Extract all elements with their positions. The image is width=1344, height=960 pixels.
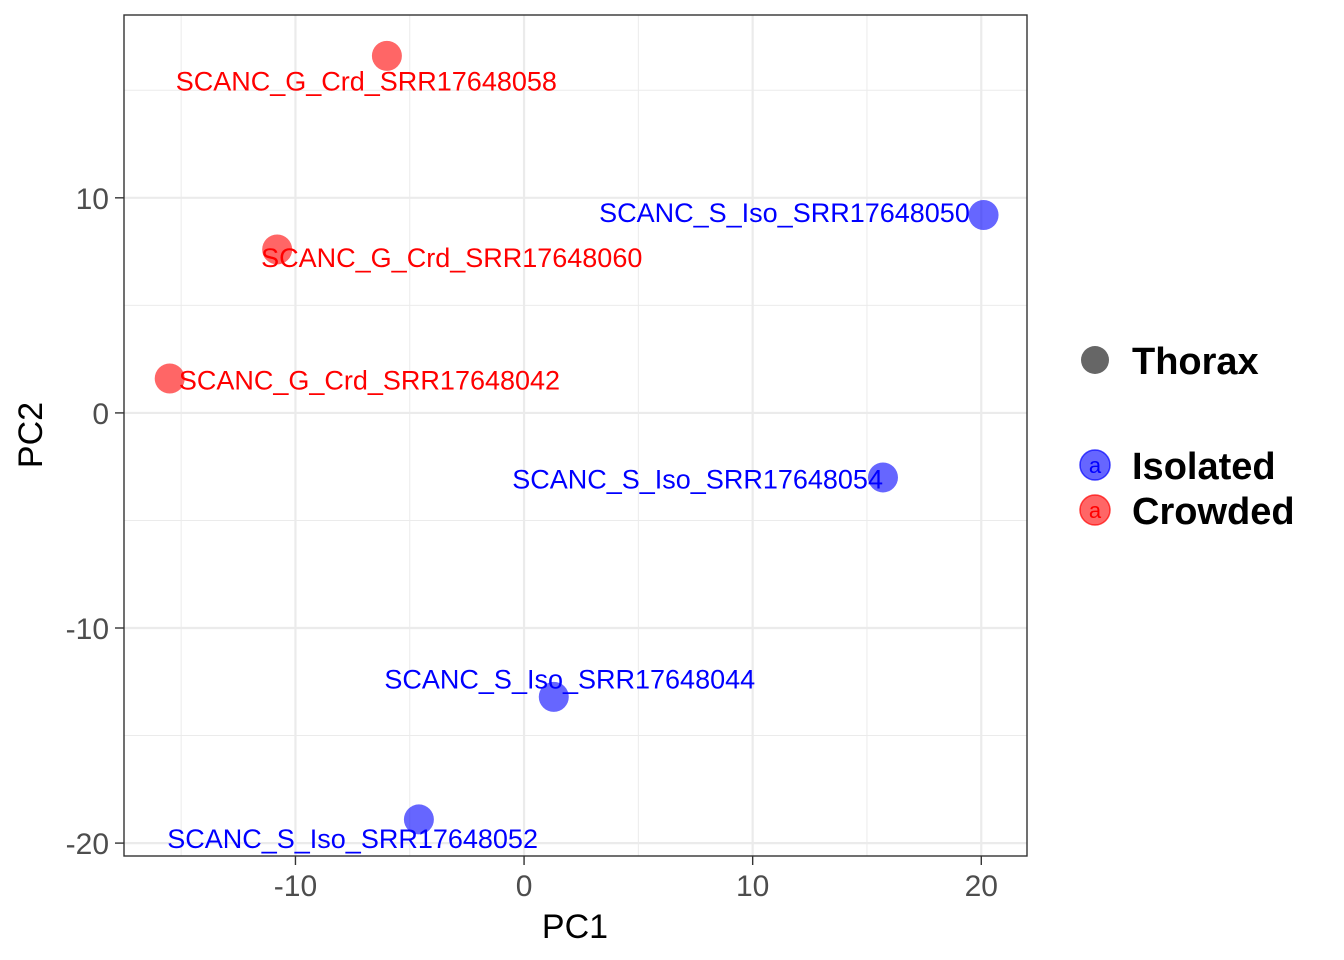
legend-crowded-key — [1079, 494, 1111, 526]
legend-isolated-key-glyph: a — [1089, 453, 1102, 478]
legend-shape-key — [1081, 346, 1109, 374]
data-point-crowded — [371, 40, 402, 71]
x-tick-label: 0 — [516, 870, 533, 903]
y-axis-title: PC2 — [12, 402, 50, 468]
legend: Thorax a Isolated a Crowded — [1079, 341, 1295, 533]
y-tick-label: 10 — [76, 183, 109, 216]
point-label: SCANC_G_Crd_SRR17648042 — [179, 366, 560, 396]
point-labels: SCANC_G_Crd_SRR17648058 SCANC_G_Crd_SRR17… — [167, 67, 970, 854]
legend-isolated-key — [1079, 449, 1111, 481]
point-label: SCANC_S_Iso_SRR17648054 — [512, 465, 883, 495]
x-axis-title: PC1 — [542, 908, 608, 946]
data-point-isolated — [403, 804, 434, 835]
x-tick-label: -10 — [274, 870, 317, 903]
x-tick-label: 10 — [736, 870, 769, 903]
data-point-crowded — [262, 234, 293, 265]
legend-shape-label: Thorax — [1132, 341, 1259, 383]
major-grid — [124, 15, 1027, 856]
y-tick-label: -10 — [66, 613, 109, 646]
data-point-isolated — [867, 462, 898, 493]
data-points — [154, 40, 999, 835]
legend-crowded-label: Crowded — [1132, 491, 1295, 533]
point-label: SCANC_G_Crd_SRR17648060 — [261, 243, 642, 273]
data-point-isolated — [538, 681, 569, 712]
y-tick-label: 0 — [92, 398, 109, 431]
axis-ticks: -10 0 10 20 -20 -10 0 10 — [66, 183, 998, 903]
point-label: SCANC_S_Iso_SRR17648052 — [167, 824, 538, 854]
data-point-crowded — [154, 363, 185, 394]
point-label: SCANC_G_Crd_SRR17648058 — [176, 67, 557, 97]
point-label: SCANC_S_Iso_SRR17648050 — [599, 198, 970, 228]
minor-grid — [124, 15, 1027, 856]
x-tick-label: 20 — [965, 870, 998, 903]
panel-border — [123, 14, 1028, 857]
data-point-isolated — [968, 200, 999, 231]
legend-isolated-label: Isolated — [1132, 446, 1276, 488]
legend-crowded-key-glyph: a — [1089, 498, 1102, 523]
y-tick-label: -20 — [66, 828, 109, 861]
point-label: SCANC_S_Iso_SRR17648044 — [384, 665, 755, 695]
